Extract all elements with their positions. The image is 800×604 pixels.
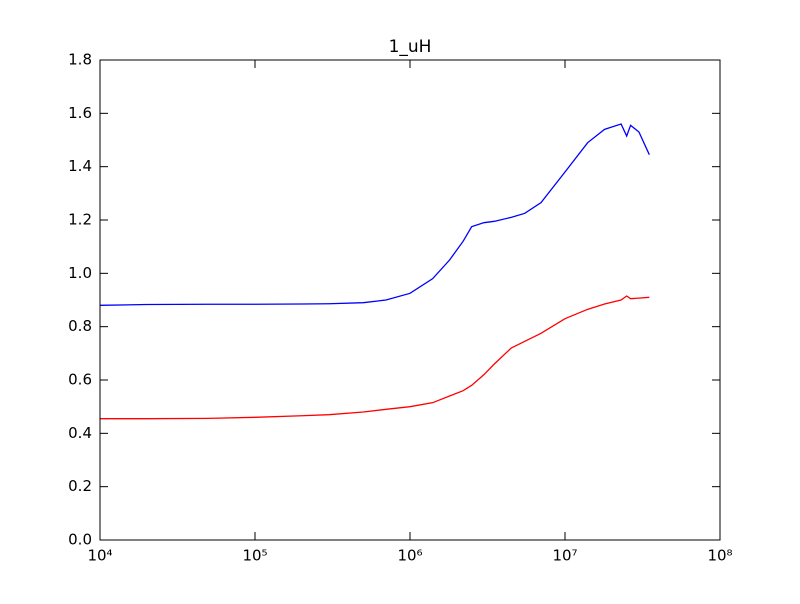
x-tick-label: 10⁵ — [242, 547, 267, 565]
y-tick-label: 0.0 — [68, 531, 92, 549]
y-tick-label: 0.6 — [68, 371, 92, 389]
y-tick-label: 1.0 — [68, 264, 92, 282]
y-tick-label: 1.6 — [68, 104, 92, 122]
x-tick-label: 10⁷ — [552, 547, 577, 565]
y-tick-label: 1.8 — [68, 51, 92, 69]
y-tick-label: 0.8 — [68, 317, 92, 335]
y-tick-label: 0.2 — [68, 477, 92, 495]
y-tick-label: 0.4 — [68, 424, 92, 442]
y-tick-label: 1.2 — [68, 211, 92, 229]
data-line — [100, 295, 650, 420]
x-tick-label: 10⁸ — [707, 547, 732, 565]
data-line — [99, 123, 650, 306]
chart-title: 1_uH — [389, 37, 432, 57]
x-tick-label: 10⁴ — [87, 547, 112, 565]
x-tick-label: 10⁶ — [397, 547, 422, 565]
plot-frame — [99, 59, 721, 541]
y-tick-label: 1.4 — [68, 157, 92, 175]
